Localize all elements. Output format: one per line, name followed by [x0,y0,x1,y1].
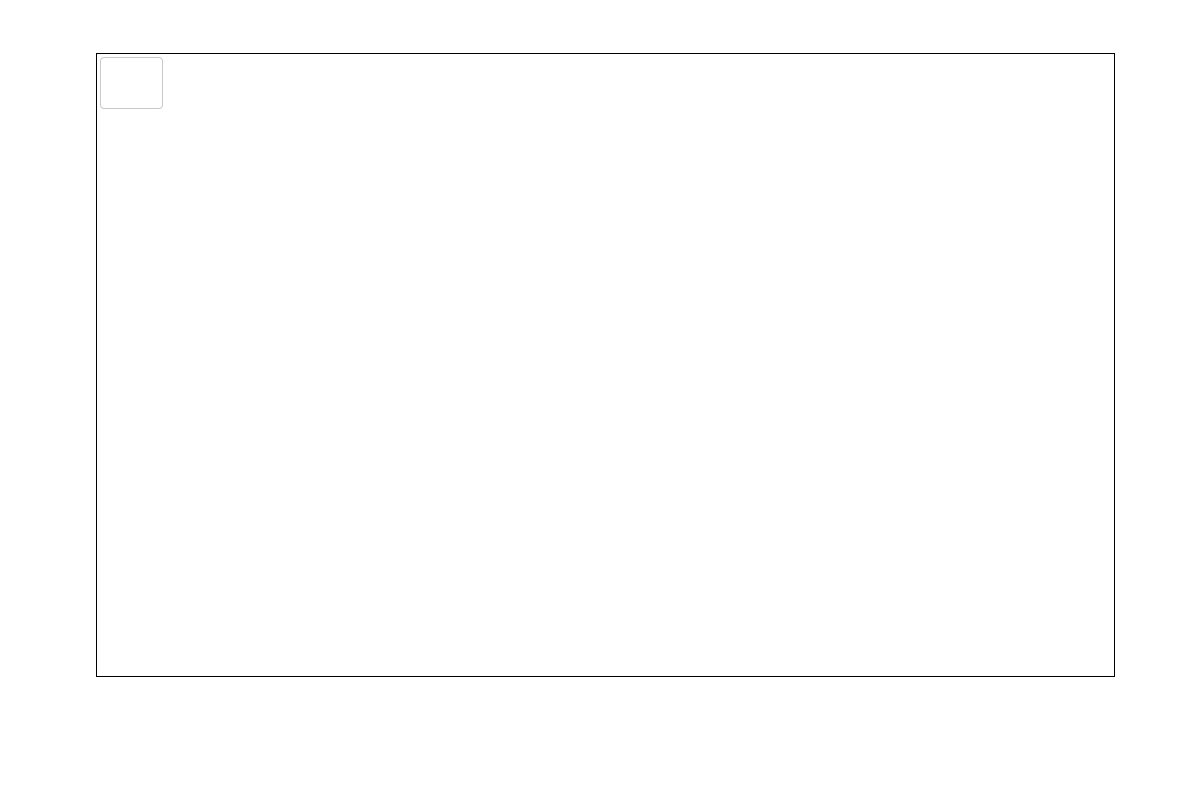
legend [100,57,163,109]
line-series-sample-icon [112,86,142,100]
legend-line-marker-icon [121,87,133,99]
legend-item-payout-ratio [112,86,151,100]
legend-item-net-income [112,66,151,79]
bar-series-swatch-icon [112,66,139,79]
